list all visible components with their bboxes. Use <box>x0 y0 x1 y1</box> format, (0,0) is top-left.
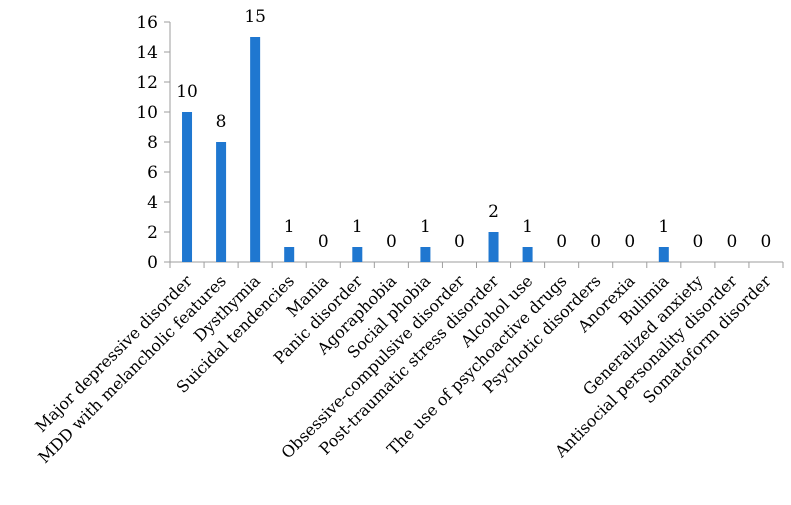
y-tick-label: 8 <box>147 133 158 153</box>
data-label: 0 <box>386 232 397 252</box>
data-label: 1 <box>284 217 295 237</box>
data-label: 1 <box>522 217 533 237</box>
bar <box>182 112 193 262</box>
data-label: 0 <box>590 232 601 252</box>
bar <box>522 247 533 262</box>
data-label: 10 <box>176 82 198 102</box>
data-label: 0 <box>761 232 772 252</box>
y-tick-label: 6 <box>147 163 158 183</box>
data-label: 0 <box>556 232 567 252</box>
y-tick-label: 14 <box>136 43 158 63</box>
y-tick-label: 0 <box>147 253 158 273</box>
bar <box>352 247 363 262</box>
y-tick-label: 10 <box>136 103 158 123</box>
y-tick-label: 12 <box>136 73 158 93</box>
data-label: 1 <box>658 217 669 237</box>
bars <box>182 37 669 262</box>
bar <box>216 142 227 262</box>
bar <box>284 247 295 262</box>
data-label: 0 <box>318 232 329 252</box>
data-label: 8 <box>216 112 227 132</box>
y-tick-label: 2 <box>147 223 158 243</box>
data-label: 1 <box>420 217 431 237</box>
bar <box>420 247 431 262</box>
bar <box>250 37 261 262</box>
data-label: 15 <box>244 7 266 27</box>
data-label: 1 <box>352 217 363 237</box>
data-label: 0 <box>692 232 703 252</box>
x-category-label: Major depressive disorder <box>31 271 196 436</box>
y-tick-label: 4 <box>147 193 158 213</box>
bar <box>488 232 499 262</box>
x-axis <box>169 261 784 268</box>
data-label: 0 <box>454 232 465 252</box>
data-label: 0 <box>727 232 738 252</box>
y-axis: 0 2 4 6 8 10 12 14 16 <box>136 13 171 273</box>
data-label: 2 <box>488 202 499 222</box>
data-label: 0 <box>624 232 635 252</box>
y-tick-label: 16 <box>136 13 158 33</box>
bar <box>658 247 669 262</box>
